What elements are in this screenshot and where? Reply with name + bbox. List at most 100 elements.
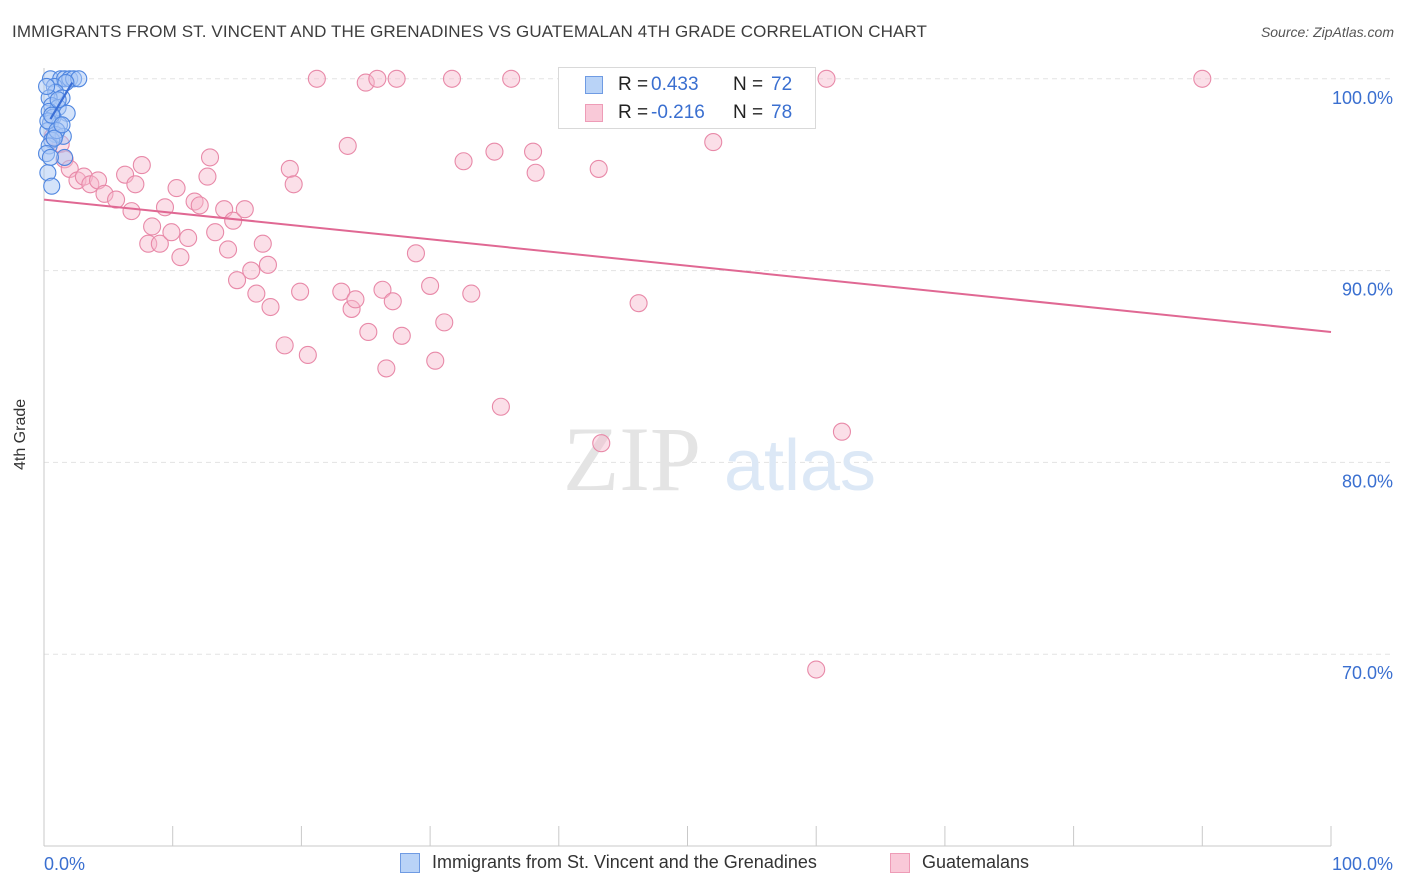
data-point-guatemalans — [107, 190, 126, 209]
legend-n-label: N = — [733, 102, 764, 123]
data-point-guatemalans — [368, 69, 387, 88]
y-tick-label: 90.0% — [1342, 280, 1393, 300]
legend-r-value: -0.216 — [651, 102, 705, 123]
data-point-guatemalans — [387, 69, 406, 88]
bottom-legend-swatch-pink — [890, 853, 910, 873]
legend-n-label: N = — [733, 74, 764, 95]
data-point-guatemalans — [346, 290, 365, 309]
legend-n-value: 72 — [771, 74, 793, 95]
data-point-guatemalans — [150, 234, 169, 253]
data-point-guatemalans — [206, 223, 225, 242]
data-point-guatemalans — [338, 136, 357, 155]
legend-swatch-pink — [585, 104, 603, 122]
data-point-guatemalans — [462, 284, 481, 303]
watermark-zip: ZIP — [563, 408, 701, 510]
data-point-guatemalans — [832, 422, 851, 441]
legend-swatch-blue — [585, 76, 603, 94]
data-point-guatemalans — [485, 142, 504, 161]
bottom-legend-label-pink: Guatemalans — [922, 852, 1030, 872]
data-point-guatemalans — [526, 163, 545, 182]
data-point-immigrants — [38, 77, 56, 95]
data-point-guatemalans — [126, 175, 145, 194]
data-point-guatemalans — [275, 336, 294, 355]
data-point-guatemalans — [162, 223, 181, 242]
data-point-guatemalans — [132, 156, 151, 175]
trend-lines — [43, 82, 1332, 333]
bottom-legend-swatch-blue — [400, 853, 420, 873]
data-point-guatemalans — [247, 284, 266, 303]
trend-line-immigrants — [49, 82, 74, 120]
x-tick-label: 0.0% — [44, 854, 85, 874]
data-point-immigrants — [45, 129, 63, 147]
data-point-guatemalans — [95, 184, 114, 203]
guatemalans-points — [43, 69, 1212, 679]
data-point-guatemalans — [392, 326, 411, 345]
correlation-legend: R = 0.433 N = 72 R = -0.216 N = 78 — [558, 67, 816, 129]
data-point-guatemalans — [171, 248, 190, 267]
data-point-guatemalans — [190, 196, 209, 215]
data-point-guatemalans — [406, 244, 425, 263]
legend-r-label: R = — [618, 74, 649, 95]
x-tick-label: 100.0% — [1332, 854, 1393, 874]
watermark: ZIP atlas — [563, 408, 876, 510]
data-point-guatemalans — [242, 261, 261, 280]
data-point-guatemalans — [377, 359, 396, 378]
data-point-guatemalans — [228, 271, 247, 290]
y-tick-label: 80.0% — [1342, 471, 1393, 491]
chart-title: IMMIGRANTS FROM ST. VINCENT AND THE GREN… — [12, 22, 927, 41]
data-point-guatemalans — [589, 159, 608, 178]
data-point-guatemalans — [258, 255, 277, 274]
data-point-guatemalans — [383, 292, 402, 311]
data-point-guatemalans — [291, 282, 310, 301]
data-point-guatemalans — [421, 276, 440, 295]
data-point-guatemalans — [167, 179, 186, 198]
gridlines — [44, 78, 1392, 655]
data-point-guatemalans — [502, 69, 521, 88]
data-point-guatemalans — [122, 202, 141, 221]
data-point-guatemalans — [253, 234, 272, 253]
data-point-guatemalans — [454, 152, 473, 171]
data-point-guatemalans — [198, 167, 217, 186]
data-point-guatemalans — [74, 167, 93, 186]
data-point-guatemalans — [704, 133, 723, 152]
data-point-guatemalans — [307, 69, 326, 88]
data-point-guatemalans — [373, 280, 392, 299]
data-point-guatemalans — [491, 397, 510, 416]
data-point-immigrants — [43, 177, 61, 195]
data-point-immigrants — [41, 148, 59, 166]
data-point-guatemalans — [592, 434, 611, 453]
data-point-guatemalans — [179, 228, 198, 248]
data-point-guatemalans — [817, 69, 836, 88]
data-point-guatemalans — [807, 660, 826, 679]
legend-r-value: 0.433 — [651, 74, 699, 95]
data-point-guatemalans — [218, 240, 238, 259]
legend-n-value: 78 — [771, 102, 793, 123]
tick-labels: 70.0% 80.0% 90.0% 100.0% 0.0% 100.0% — [44, 88, 1393, 874]
data-point-guatemalans — [332, 282, 351, 301]
data-point-guatemalans — [261, 297, 280, 317]
source-label: Source: ZipAtlas.com — [1260, 24, 1394, 40]
y-tick-label: 70.0% — [1342, 663, 1393, 683]
data-point-guatemalans — [284, 175, 303, 194]
data-point-guatemalans — [342, 299, 361, 318]
watermark-atlas: atlas — [724, 426, 876, 506]
axes — [43, 68, 1332, 847]
data-point-guatemalans — [1193, 69, 1212, 88]
legend-r-label: R = — [618, 102, 649, 123]
data-point-guatemalans — [298, 345, 317, 365]
data-point-guatemalans — [524, 142, 543, 161]
data-point-guatemalans — [629, 294, 648, 313]
data-point-guatemalans — [143, 217, 162, 236]
data-point-guatemalans — [200, 148, 220, 167]
data-point-immigrants — [56, 148, 74, 166]
data-point-guatemalans — [435, 313, 454, 332]
y-tick-label: 100.0% — [1332, 88, 1393, 108]
bottom-legend-label-blue: Immigrants from St. Vincent and the Gren… — [432, 852, 817, 872]
data-point-guatemalans — [235, 200, 254, 219]
data-point-immigrants — [53, 116, 71, 134]
trend-line-guatemalans — [43, 198, 1332, 333]
data-point-guatemalans — [442, 69, 462, 88]
data-point-guatemalans — [426, 351, 445, 370]
data-point-guatemalans — [280, 159, 299, 178]
